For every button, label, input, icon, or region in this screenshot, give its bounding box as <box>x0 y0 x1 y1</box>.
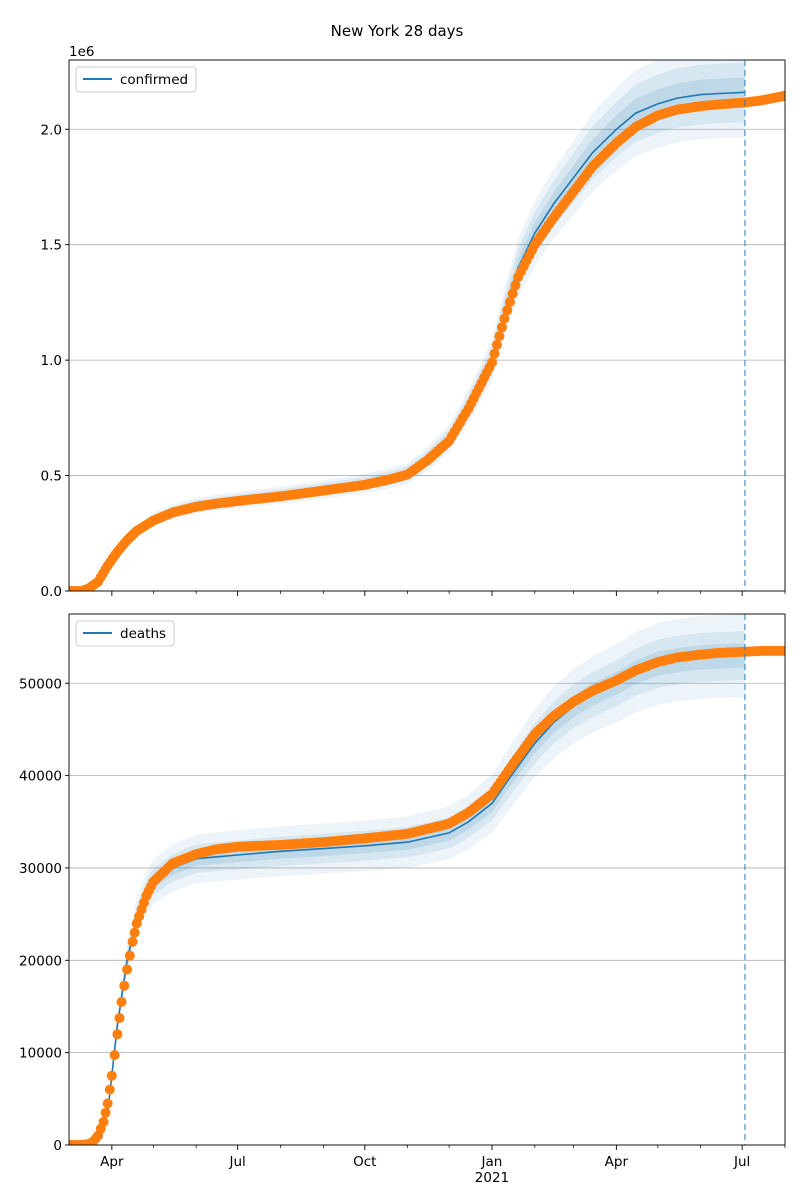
deaths-observed-point <box>109 1050 120 1060</box>
confirmed-observed-point <box>504 297 515 307</box>
deaths-observed-point <box>112 1029 123 1040</box>
confirmed-observed-point <box>507 288 518 299</box>
y-offset-label: 1e6 <box>69 44 94 60</box>
confirmed-observed-point <box>510 280 521 291</box>
confirmed-panel: 0.0 0.5 1.0 1.5 2.0 <box>41 59 786 600</box>
x-tick-year-label: 2021 <box>475 1170 509 1186</box>
x-tick-label: Jan <box>481 1154 503 1170</box>
confirmed-plot-frame <box>68 59 786 592</box>
deaths-plot-area <box>69 614 785 1145</box>
y-tick-label: 30000 <box>19 861 62 877</box>
deaths-observed-point <box>124 950 135 961</box>
figure-title: New York 28 days <box>331 22 464 40</box>
confirmed-observed-point <box>487 357 497 368</box>
deaths-uncertainty-band <box>69 631 745 1145</box>
confirmed-observed-point <box>502 305 513 316</box>
deaths-uncertainty-band <box>69 643 745 1145</box>
deaths-observed-point <box>119 980 130 991</box>
deaths-observed-point <box>104 1084 115 1095</box>
y-tick-label: 1.5 <box>41 238 62 254</box>
deaths-observed-point <box>100 1107 111 1118</box>
deaths-legend: deaths <box>75 620 175 647</box>
confirmed-plot-area <box>69 60 785 591</box>
deaths-observed-point <box>122 964 133 975</box>
deaths-model-line <box>69 654 745 1145</box>
confirmed-observed-point <box>491 339 502 350</box>
deaths-observed-point <box>129 927 140 938</box>
x-tick-label: Oct <box>353 1154 376 1170</box>
y-tick-label: 0.5 <box>41 469 62 485</box>
y-tick-label: 20000 <box>19 953 62 969</box>
deaths-observed-point <box>98 1116 109 1127</box>
x-tick-label: Apr <box>100 1154 124 1170</box>
confirmed-observed-point <box>499 313 510 324</box>
deaths-panel: 0 10000 20000 30000 40000 50000 Apr Jul Oct Jan20… <box>19 613 786 1186</box>
deaths-observed-point <box>114 1013 125 1023</box>
deaths-plot-frame <box>68 613 786 1146</box>
confirmed-observed-point <box>780 90 785 101</box>
y-tick-label: 10000 <box>19 1046 62 1062</box>
deaths-uncertainty-band <box>69 614 745 1145</box>
x-tick-label: Jul <box>228 1154 245 1170</box>
x-tick-label: Apr <box>605 1154 629 1170</box>
x-tick-label: Jul <box>733 1154 750 1170</box>
deaths-legend-box <box>75 620 175 647</box>
confirmed-observed-point <box>489 348 500 359</box>
confirmed-legend: confirmed <box>75 66 197 93</box>
y-tick-label: 50000 <box>19 676 62 692</box>
y-tick-label: 0.0 <box>41 584 62 600</box>
confirmed-observed-point <box>496 322 507 333</box>
deaths-observed-point <box>106 1070 117 1081</box>
y-tick-label: 40000 <box>19 769 62 785</box>
deaths-legend-label: deaths <box>120 626 166 642</box>
y-tick-label: 1.0 <box>41 353 62 369</box>
confirmed-legend-label: confirmed <box>120 72 188 88</box>
deaths-observed-point <box>780 645 785 656</box>
y-tick-label: 2.0 <box>41 122 62 138</box>
deaths-observed-point <box>102 1098 113 1109</box>
confirmed-observed-point <box>494 331 505 342</box>
deaths-observed-point <box>116 996 127 1007</box>
deaths-observed-point <box>127 936 138 947</box>
confirmed-legend-box <box>75 66 197 93</box>
y-tick-label: 0 <box>53 1138 62 1154</box>
